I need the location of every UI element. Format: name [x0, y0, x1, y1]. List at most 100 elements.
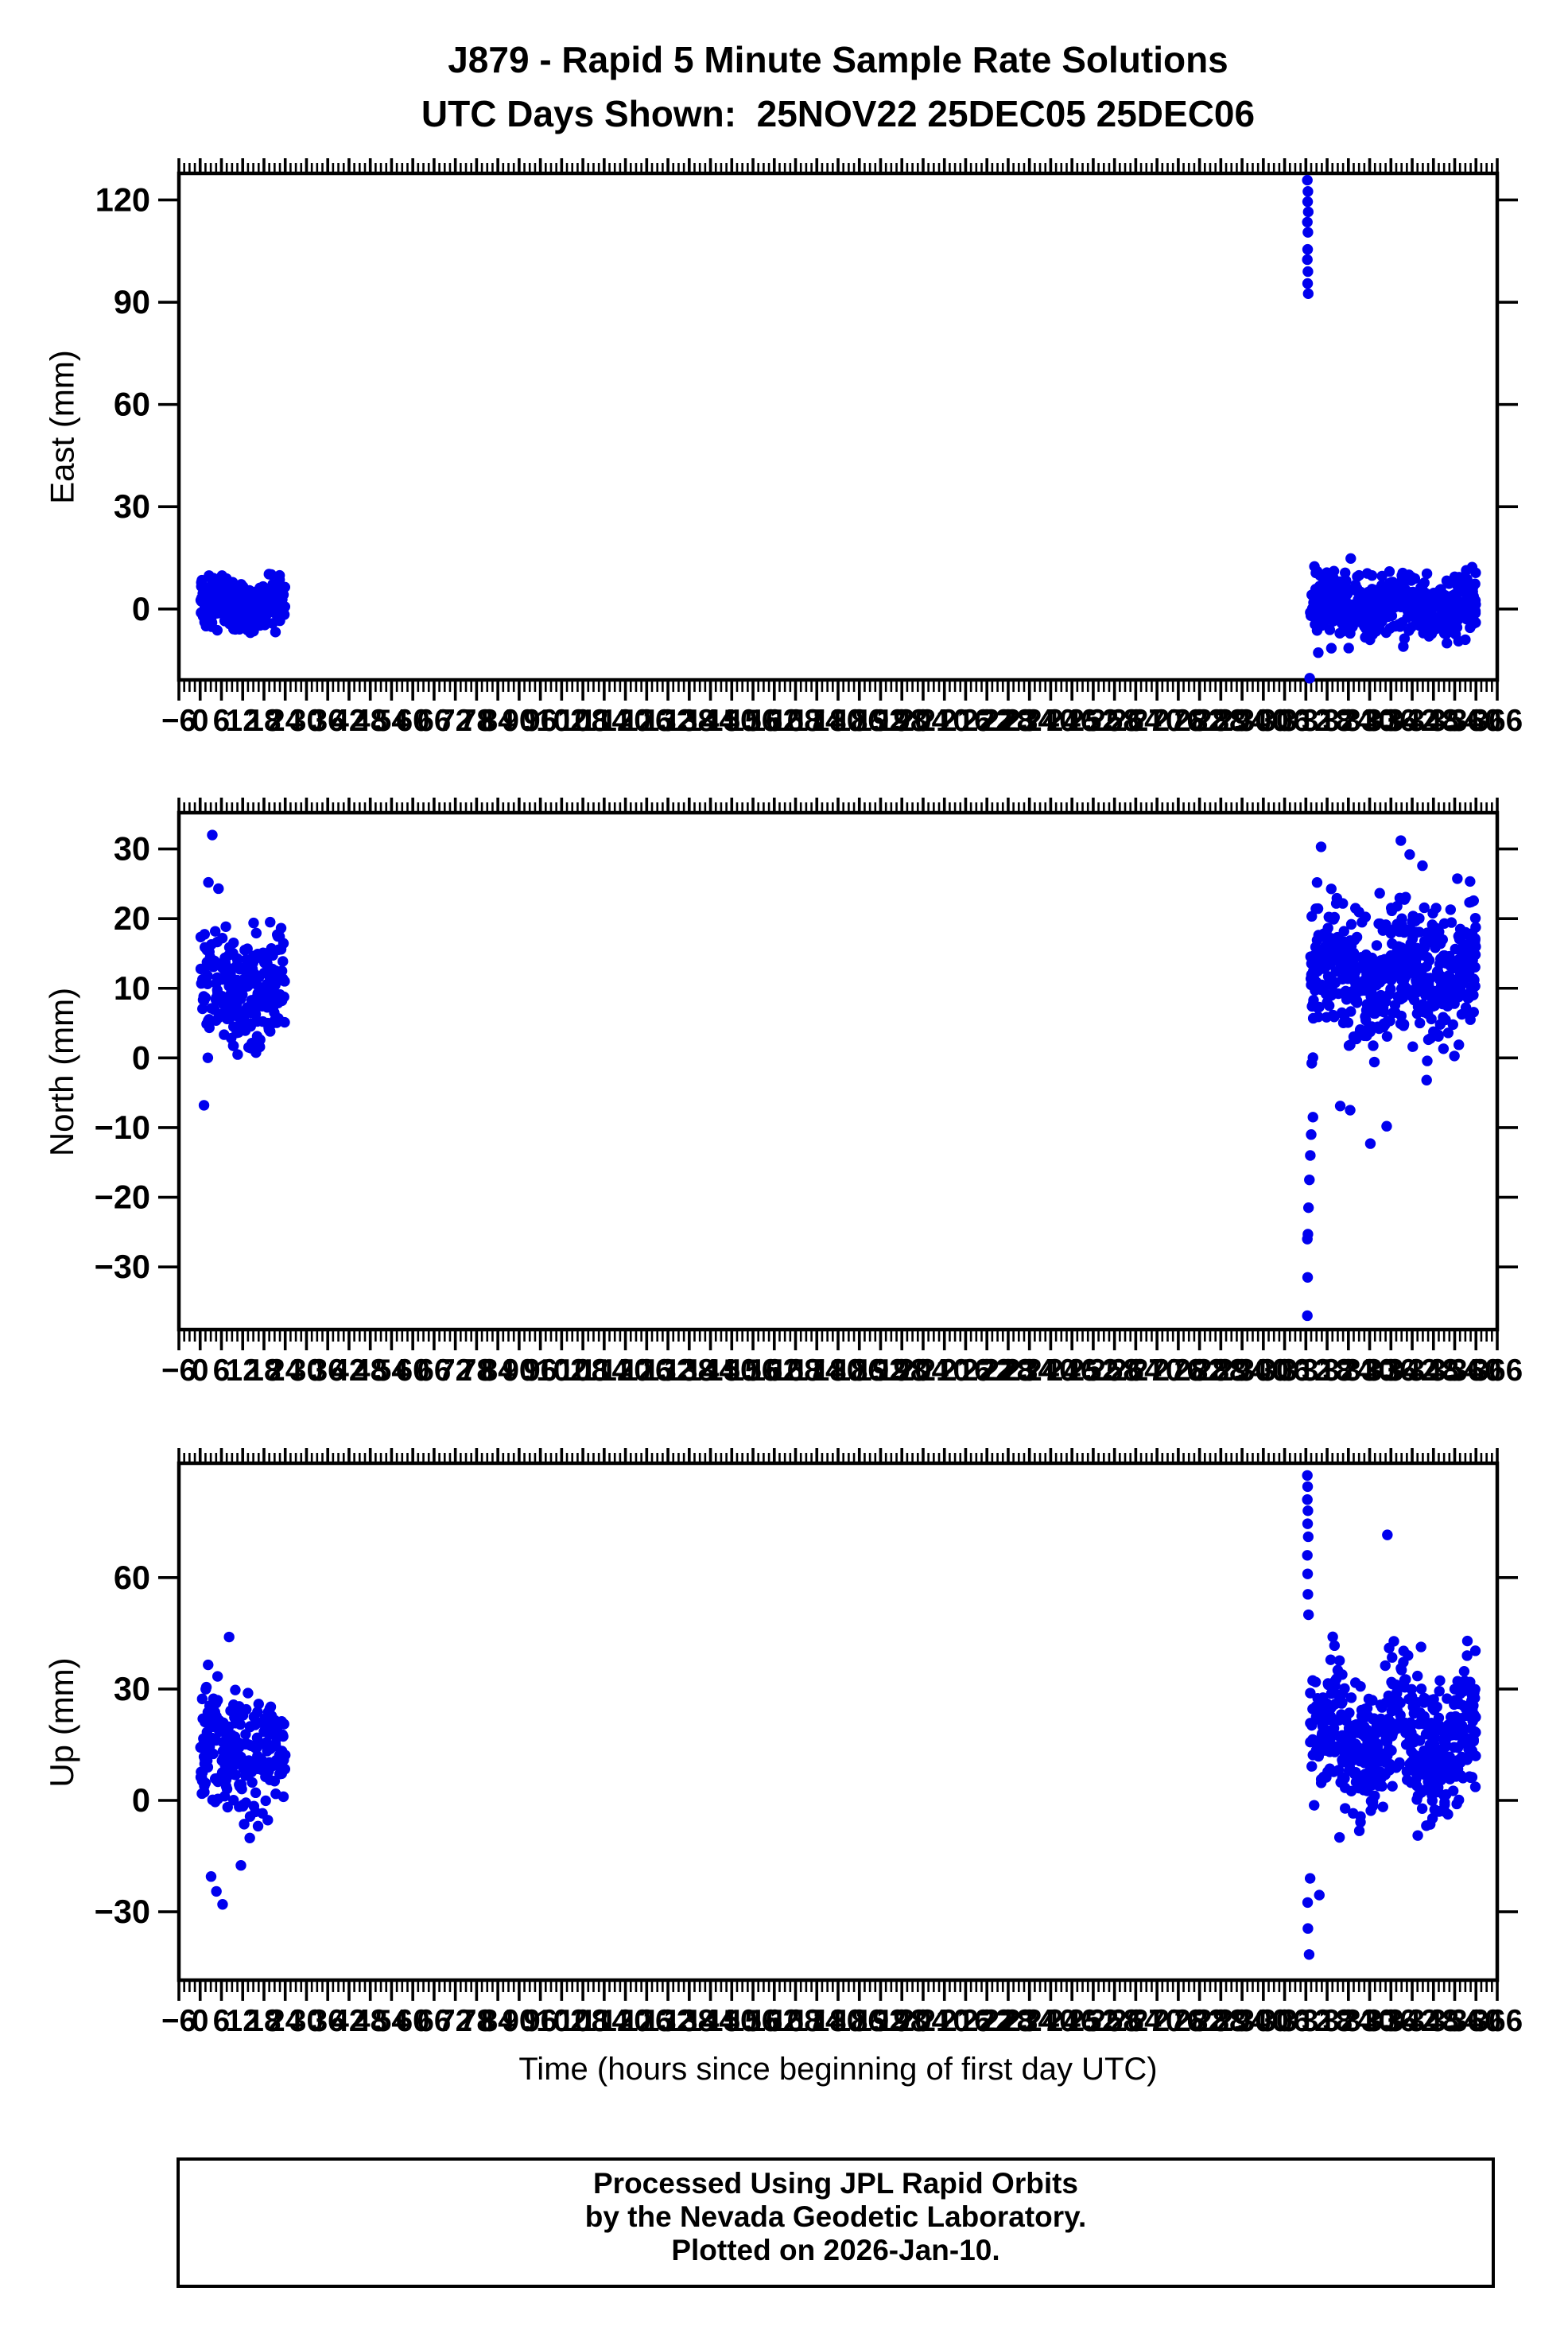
data-point [257, 1016, 269, 1027]
data-point [223, 950, 235, 961]
data-point [1392, 1718, 1404, 1729]
data-point [1373, 1781, 1384, 1792]
x-tick-label: 288 [1195, 2004, 1246, 2038]
data-point [1324, 624, 1336, 635]
data-point-outlier [1302, 1550, 1313, 1561]
data-point [1397, 595, 1409, 607]
data-point [272, 930, 284, 942]
data-point [1443, 1767, 1455, 1778]
data-point [1325, 959, 1336, 970]
data-point [1426, 1795, 1438, 1807]
data-point [1429, 1804, 1440, 1816]
data-point [239, 1819, 250, 1830]
x-tick-label: 66 [417, 1353, 451, 1388]
x-tick-label: 252 [1068, 1353, 1119, 1388]
data-point [252, 988, 263, 999]
data-point [227, 608, 239, 619]
data-point [1317, 1728, 1328, 1739]
data-point [1387, 1679, 1399, 1690]
x-tick-label: 234 [1004, 1353, 1056, 1388]
panel-frame-east [177, 171, 1500, 682]
data-point-outlier [1302, 1229, 1314, 1240]
data-point [1361, 973, 1373, 984]
data-point [206, 1748, 217, 1759]
data-point [1424, 1819, 1436, 1830]
data-point-outlier [1302, 1505, 1314, 1517]
data-point [202, 1707, 214, 1718]
data-point [200, 620, 212, 632]
data-point [1307, 1675, 1318, 1686]
footer-line-3: Plotted on 2026-Jan-10. [671, 2234, 1000, 2266]
data-point [1406, 603, 1417, 614]
x-tick-label: 162 [749, 704, 800, 738]
data-point-outlier [1302, 254, 1313, 266]
data-point [1452, 1755, 1463, 1766]
x-tick-label: 276 [1153, 1353, 1204, 1388]
data-point-outlier [1325, 643, 1337, 654]
data-point [1392, 962, 1404, 974]
x-tick-label: 24 [268, 1353, 302, 1388]
data-point [1456, 1719, 1468, 1731]
x-tick-label: 204 [898, 2004, 949, 2038]
data-point [252, 1820, 264, 1832]
y-tick-label: 60 [114, 386, 150, 423]
y-tick-label: −30 [95, 1893, 150, 1930]
x-tick-label: 348 [1408, 704, 1459, 738]
data-point [1355, 961, 1366, 973]
data-point-outlier [1302, 1518, 1314, 1529]
data-point [1337, 1696, 1348, 1708]
x-tick-label: 66 [417, 704, 451, 738]
data-point [1420, 977, 1431, 988]
data-point [1464, 897, 1475, 908]
x-axis-title: Time (hours since beginning of first day… [518, 2052, 1158, 2087]
data-point-outlier [1417, 860, 1428, 872]
data-point [1351, 608, 1362, 620]
data-point [1325, 1654, 1337, 1665]
data-point [1371, 940, 1383, 951]
x-tick-label: 306 [1259, 2004, 1310, 2038]
data-point [262, 1707, 274, 1718]
data-point [1460, 1002, 1472, 1013]
data-point [205, 1733, 216, 1744]
x-tick-label: 294 [1217, 704, 1268, 738]
data-point [1469, 1726, 1481, 1738]
data-point [1461, 576, 1473, 587]
data-point [248, 917, 259, 929]
x-tick-label: 342 [1387, 1353, 1438, 1388]
x-tick-label: 0 [192, 1353, 208, 1388]
data-point [1442, 593, 1454, 605]
data-point [232, 587, 243, 598]
x-tick-label: 342 [1387, 704, 1438, 738]
data-point [196, 1693, 208, 1705]
data-point [228, 937, 239, 949]
data-point [208, 1693, 219, 1704]
data-point [1395, 1018, 1407, 1030]
x-tick-label: 150 [706, 1353, 757, 1388]
x-tick-label: 366 [1472, 704, 1523, 738]
data-point [279, 1016, 290, 1028]
x-tick-label: 186 [834, 704, 885, 738]
x-tick-label: 210 [919, 1353, 970, 1388]
x-tick-label: 138 [664, 2004, 715, 2038]
x-tick-label: 360 [1450, 704, 1501, 738]
data-point [1430, 1750, 1442, 1761]
data-point [1324, 603, 1335, 615]
data-point-outlier [211, 1885, 222, 1897]
x-tick-label: 48 [353, 1353, 387, 1388]
x-tick-label: 6 [213, 704, 230, 738]
x-tick-label: 90 [502, 704, 536, 738]
x-tick-label: 66 [417, 2004, 451, 2038]
data-point [270, 627, 281, 638]
data-point [236, 1758, 247, 1769]
data-point [1348, 599, 1359, 611]
data-point [202, 583, 214, 594]
x-tick-label: 216 [940, 2004, 991, 2038]
data-point [1456, 609, 1468, 621]
data-point [1417, 579, 1428, 591]
data-point [235, 579, 247, 590]
x-tick-label: 186 [834, 1353, 885, 1388]
data-point [1429, 1739, 1440, 1750]
x-tick-label: 342 [1387, 2004, 1438, 2038]
data-point [1466, 1772, 1478, 1783]
data-point [213, 1012, 224, 1023]
